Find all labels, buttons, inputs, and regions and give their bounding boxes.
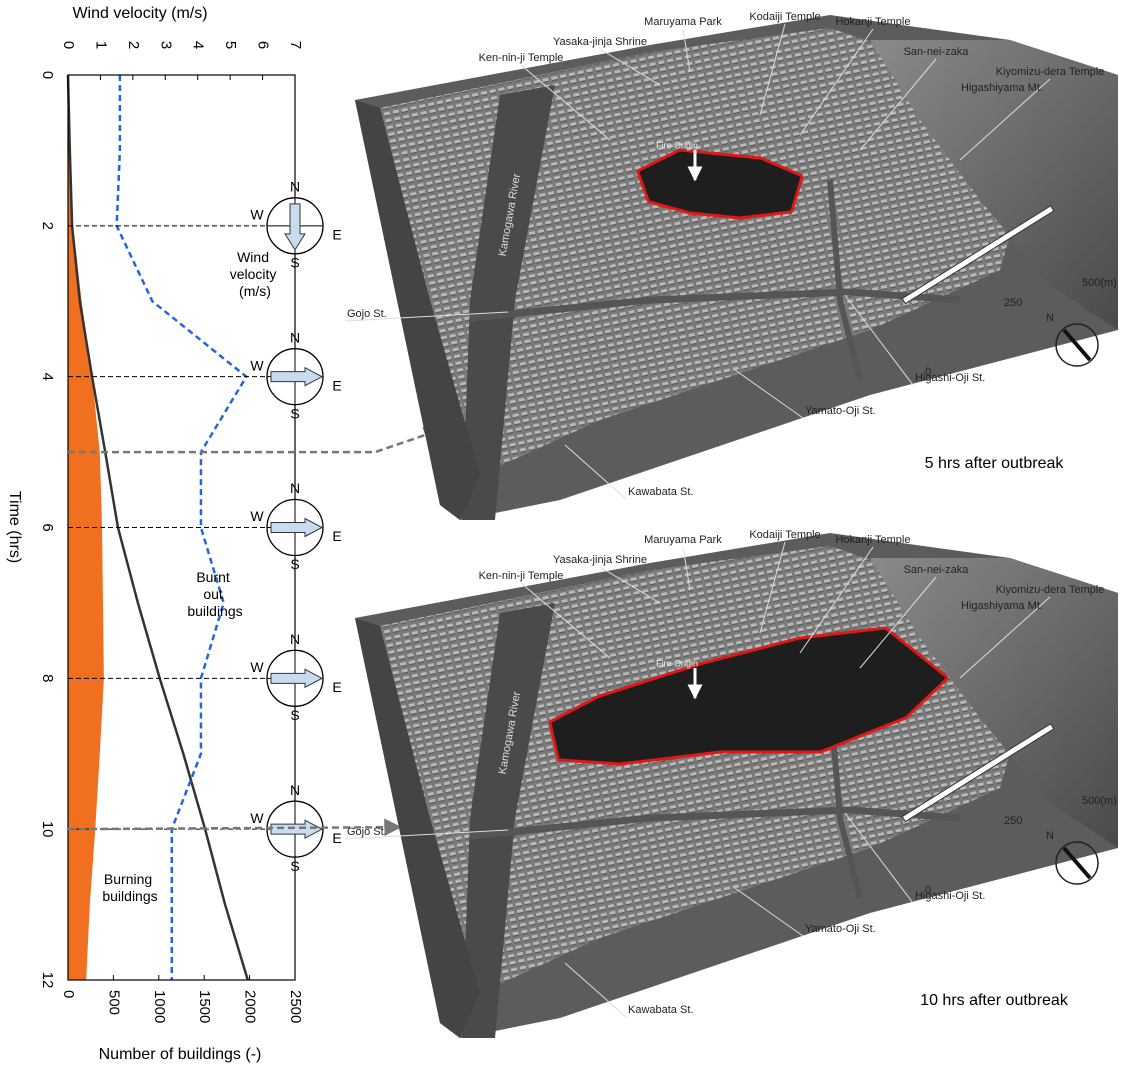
map-label: Gojo St. xyxy=(347,826,387,838)
compass-letter: W xyxy=(250,508,264,524)
map-label: Gojo St. xyxy=(347,308,387,320)
map-label: 500(m) xyxy=(1082,277,1117,289)
y-tick-label: 0 xyxy=(39,71,56,79)
map-label: 0 xyxy=(925,884,931,896)
map-label: 0 xyxy=(925,366,931,378)
x-tick-label: 2000 xyxy=(242,990,259,1023)
x2-tick-label: 4 xyxy=(190,41,207,49)
x-tick-label: 0 xyxy=(60,990,77,998)
map-label: Maruyama Park xyxy=(644,534,722,546)
map-label: N xyxy=(1046,830,1054,842)
compass-letter: E xyxy=(332,679,341,695)
map-label: San-nei-zaka xyxy=(904,46,970,58)
map-label: Higashiyama Mt. xyxy=(961,600,1043,612)
map-label: Maruyama Park xyxy=(644,16,722,28)
map-caption: 5 hrs after outbreak xyxy=(925,455,1065,472)
x2-tick-label: 2 xyxy=(125,41,142,49)
compass-letter: E xyxy=(332,377,341,393)
y-tick-label: 10 xyxy=(39,821,56,838)
x2-tick-label: 0 xyxy=(60,41,77,49)
compass-letter: W xyxy=(250,357,264,373)
series-label: Wind velocity (m/s) xyxy=(230,249,281,299)
map-label: 250 xyxy=(1004,815,1022,827)
map-label: Yamato-Oji St. xyxy=(805,405,876,417)
y-tick-label: 8 xyxy=(39,674,56,682)
map-label: Yamato-Oji St. xyxy=(805,923,876,935)
top-axis-title: Wind velocity (m/s) xyxy=(72,5,207,22)
compass-letter: N xyxy=(290,329,300,345)
map-label: Kodaiji Temple xyxy=(749,11,820,23)
map-label: Ken-nin-ji Temple xyxy=(479,52,564,64)
map-pointer xyxy=(68,430,440,452)
series-label: Burnt out buildings xyxy=(187,569,242,619)
map-label: Fire Origin xyxy=(656,140,698,150)
compass-letter: W xyxy=(250,207,264,223)
compass-letter: S xyxy=(290,556,299,572)
map-label: 250 xyxy=(1004,297,1022,309)
map-label: Kiyomizu-dera Temple xyxy=(996,66,1105,78)
compass-letter: W xyxy=(250,810,264,826)
map-label: Kodaiji Temple xyxy=(749,529,820,541)
city-map: Maruyama Park Kodaiji Temple Hokanji Templ… xyxy=(345,11,1118,520)
compass-letter: S xyxy=(290,858,299,874)
map-label: N xyxy=(1046,312,1054,324)
compass-letter: N xyxy=(290,782,300,798)
map-label: San-nei-zaka xyxy=(904,564,970,576)
y-tick-label: 12 xyxy=(39,972,56,989)
x-tick-label: 500 xyxy=(105,990,122,1015)
series-label: Burning buildings xyxy=(102,871,157,904)
map-label: Kawabata St. xyxy=(628,486,693,498)
time-axis-title: Time (hrs) xyxy=(6,491,23,563)
x2-tick-label: 3 xyxy=(157,41,174,49)
map-label: Hokanji Temple xyxy=(835,534,910,546)
city-map: Maruyama Park Kodaiji Temple Hokanji Templ… xyxy=(345,529,1118,1038)
compass-letter: N xyxy=(290,631,300,647)
map-label: Higashiyama Mt. xyxy=(961,82,1043,94)
x-tick-label: 2500 xyxy=(287,990,304,1023)
compass-letter: N xyxy=(290,179,300,195)
compass-letter: S xyxy=(290,255,299,271)
compass-letter: E xyxy=(332,830,341,846)
map-label: 500(m) xyxy=(1082,795,1117,807)
x-tick-label: 1000 xyxy=(151,990,168,1023)
map-label: Kawabata St. xyxy=(628,1004,693,1016)
map-label: Ken-nin-ji Temple xyxy=(479,570,564,582)
map-label: Kiyomizu-dera Temple xyxy=(996,584,1105,596)
compass-letter: W xyxy=(250,659,264,675)
map-caption: 10 hrs after outbreak xyxy=(920,992,1069,1009)
y-tick-label: 6 xyxy=(39,523,56,531)
compass-letter: E xyxy=(332,227,341,243)
figure: Wind velocity (m/s) Number of buildings … xyxy=(0,0,1141,1069)
compass-letter: N xyxy=(290,480,300,496)
compass-letter: S xyxy=(290,405,299,421)
x-tick-label: 1500 xyxy=(196,990,213,1023)
map-label: Hokanji Temple xyxy=(835,16,910,28)
y-tick-label: 4 xyxy=(39,372,56,380)
bottom-axis-title: Number of buildings (-) xyxy=(99,1046,262,1063)
x2-tick-label: 5 xyxy=(222,41,239,49)
compass-letter: E xyxy=(332,528,341,544)
y-tick-label: 2 xyxy=(39,222,56,230)
x2-tick-label: 1 xyxy=(92,41,109,49)
map-label: Yasaka-jinja Shrine xyxy=(553,554,647,566)
map-label: Yasaka-jinja Shrine xyxy=(553,36,647,48)
compass-letter: S xyxy=(290,707,299,723)
map-label: Fire Origin xyxy=(656,658,698,668)
page: {"chart_data": {"type": "line", "x_label… xyxy=(0,0,1141,1069)
x2-tick-label: 6 xyxy=(255,41,272,49)
x2-tick-label: 7 xyxy=(287,41,304,49)
